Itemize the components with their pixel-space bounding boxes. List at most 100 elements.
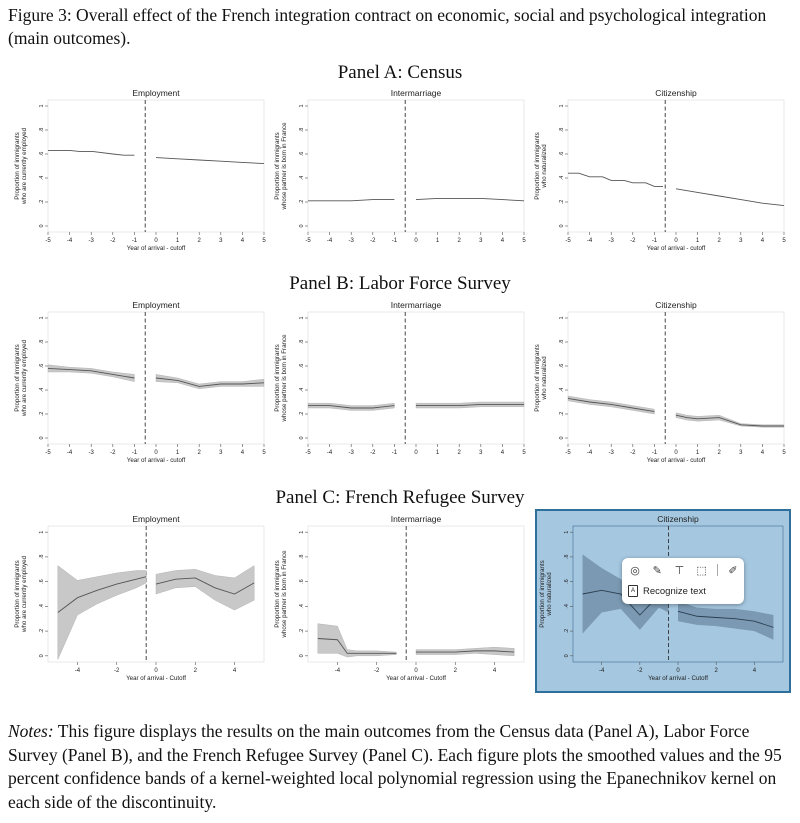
- chart-a-intermarriage: Intermarriage 0 .2 .4 .6 .8 1 Proportion of imm…: [274, 88, 526, 244]
- x-tick-label: 3: [739, 450, 743, 456]
- y-tick-label: .2: [564, 629, 570, 634]
- x-tick-label: -3: [349, 238, 355, 244]
- x-tick-label: -2: [370, 238, 376, 244]
- x-tick-label: 0: [414, 450, 418, 456]
- x-tick-label: 5: [262, 238, 266, 244]
- x-tick-label: -4: [599, 668, 605, 674]
- x-tick-label: 2: [458, 238, 462, 244]
- x-tick-label: 3: [479, 238, 483, 244]
- confidence-band-left: [307, 402, 395, 411]
- notes-label: Notes:: [8, 721, 54, 741]
- plot-area: [47, 99, 265, 233]
- y-tick-label: .4: [559, 176, 565, 181]
- y-axis-label-line2: whose partner is born in France: [281, 334, 288, 423]
- x-tick-label: -1: [392, 238, 398, 244]
- y-tick-label: 1: [299, 531, 305, 534]
- y-tick-label: 0: [299, 224, 305, 227]
- x-tick-label: 2: [718, 450, 722, 456]
- x-tick-label: 4: [493, 668, 497, 674]
- y-tick-label: 1: [39, 316, 45, 319]
- figure-notes: Notes: This figure displays the results …: [8, 720, 794, 814]
- x-tick-label: 2: [458, 450, 462, 456]
- fit-line-left: [308, 405, 395, 409]
- copy-icon[interactable]: ◎: [630, 564, 640, 577]
- y-tick-label: .6: [39, 579, 45, 584]
- plot-area: [567, 311, 785, 445]
- x-tick-label: 2: [198, 450, 202, 456]
- y-tick-label: .8: [559, 340, 565, 345]
- x-tick-label: 2: [194, 668, 198, 674]
- y-tick-label: .4: [299, 604, 305, 609]
- context-menu: ◎ ✎ ⊤ ⬚ ✐ A Recognize text: [622, 558, 744, 604]
- y-tick-label: 0: [299, 654, 305, 657]
- x-tick-label: 0: [674, 450, 678, 456]
- x-tick-label: 1: [696, 238, 700, 244]
- edit-note-icon[interactable]: ✐: [728, 564, 738, 577]
- x-tick-label: 0: [154, 668, 158, 674]
- x-axis-label: Year of arrival - Cutoff: [386, 675, 446, 682]
- x-tick-label: -3: [609, 450, 615, 456]
- x-tick-label: 2: [454, 668, 458, 674]
- y-tick-label: .8: [39, 340, 45, 345]
- y-axis-label-line2: who are currently employed: [21, 339, 28, 417]
- pen-icon[interactable]: ✎: [652, 564, 662, 577]
- x-tick-label: 0: [154, 450, 158, 456]
- chart-b-citizenship: Citizenship 0 .2 .4 .6 .8 1 Proportion of immig…: [534, 300, 786, 464]
- y-axis-label-line2: who naturalized: [546, 572, 553, 617]
- y-tick-label: 1: [39, 531, 45, 534]
- y-tick-label: 1: [559, 104, 565, 107]
- x-tick-label: -1: [132, 450, 138, 456]
- fit-line-right: [155, 377, 265, 387]
- fit-line-left: [317, 638, 397, 654]
- y-tick-label: 1: [564, 531, 570, 534]
- x-tick-label: 5: [782, 238, 786, 244]
- confidence-band-right: [155, 565, 255, 611]
- y-tick-label: .6: [39, 152, 45, 157]
- x-tick-label: -4: [327, 238, 333, 244]
- confidence-band-left: [317, 623, 397, 658]
- notes-text: This figure displays the results on the …: [8, 721, 782, 812]
- x-tick-label: -5: [45, 450, 51, 456]
- y-axis-label-line2: who naturalized: [541, 356, 548, 401]
- fit-line-right: [677, 610, 774, 628]
- x-tick-label: 2: [198, 238, 202, 244]
- confidence-band-left: [567, 395, 655, 415]
- chart-title: Intermarriage: [391, 300, 442, 310]
- y-axis-label-line1: Proportion of immigrants: [274, 132, 281, 199]
- x-tick-label: 4: [753, 668, 757, 674]
- x-tick-label: 4: [501, 450, 505, 456]
- y-tick-label: 1: [299, 104, 305, 107]
- y-tick-label: .6: [299, 579, 305, 584]
- crop-icon[interactable]: ⬚: [696, 564, 707, 577]
- fit-line-left: [48, 149, 135, 156]
- x-tick-label: 0: [414, 238, 418, 244]
- y-axis-label-line1: Proportion of immigrants: [14, 560, 21, 627]
- plot-area: [307, 99, 525, 233]
- fit-line-left: [47, 367, 135, 379]
- x-tick-label: -5: [565, 450, 571, 456]
- y-axis-label-line1: Proportion of immigrants: [274, 344, 281, 411]
- y-tick-label: .2: [299, 200, 305, 205]
- y-tick-label: 0: [559, 436, 565, 439]
- y-tick-label: 0: [559, 224, 565, 227]
- x-tick-label: 2: [718, 238, 722, 244]
- y-tick-label: .8: [299, 128, 305, 133]
- x-tick-label: -3: [349, 450, 355, 456]
- chart-title: Citizenship: [655, 300, 697, 310]
- plot-area: [567, 99, 785, 233]
- plot-area: [307, 525, 525, 663]
- menu-toolbar: ◎ ✎ ⊤ ⬚ ✐: [628, 562, 740, 578]
- x-tick-label: -2: [110, 450, 116, 456]
- y-tick-label: .8: [299, 555, 305, 560]
- recognize-text-button[interactable]: A Recognize text: [628, 585, 706, 597]
- chart-a-citizenship: Citizenship 0 .2 .4 .6 .8 1 Proportion of immig…: [534, 88, 786, 252]
- y-axis-label-line1: Proportion of immigrants: [274, 560, 281, 627]
- y-tick-label: .4: [299, 176, 305, 181]
- y-tick-label: .8: [39, 128, 45, 133]
- x-tick-label: -2: [630, 238, 636, 244]
- y-tick-label: 0: [299, 436, 305, 439]
- menu-divider: [716, 564, 718, 576]
- x-tick-label: -2: [630, 450, 636, 456]
- y-tick-label: .4: [559, 388, 565, 393]
- stamp-icon[interactable]: ⊤: [674, 564, 685, 577]
